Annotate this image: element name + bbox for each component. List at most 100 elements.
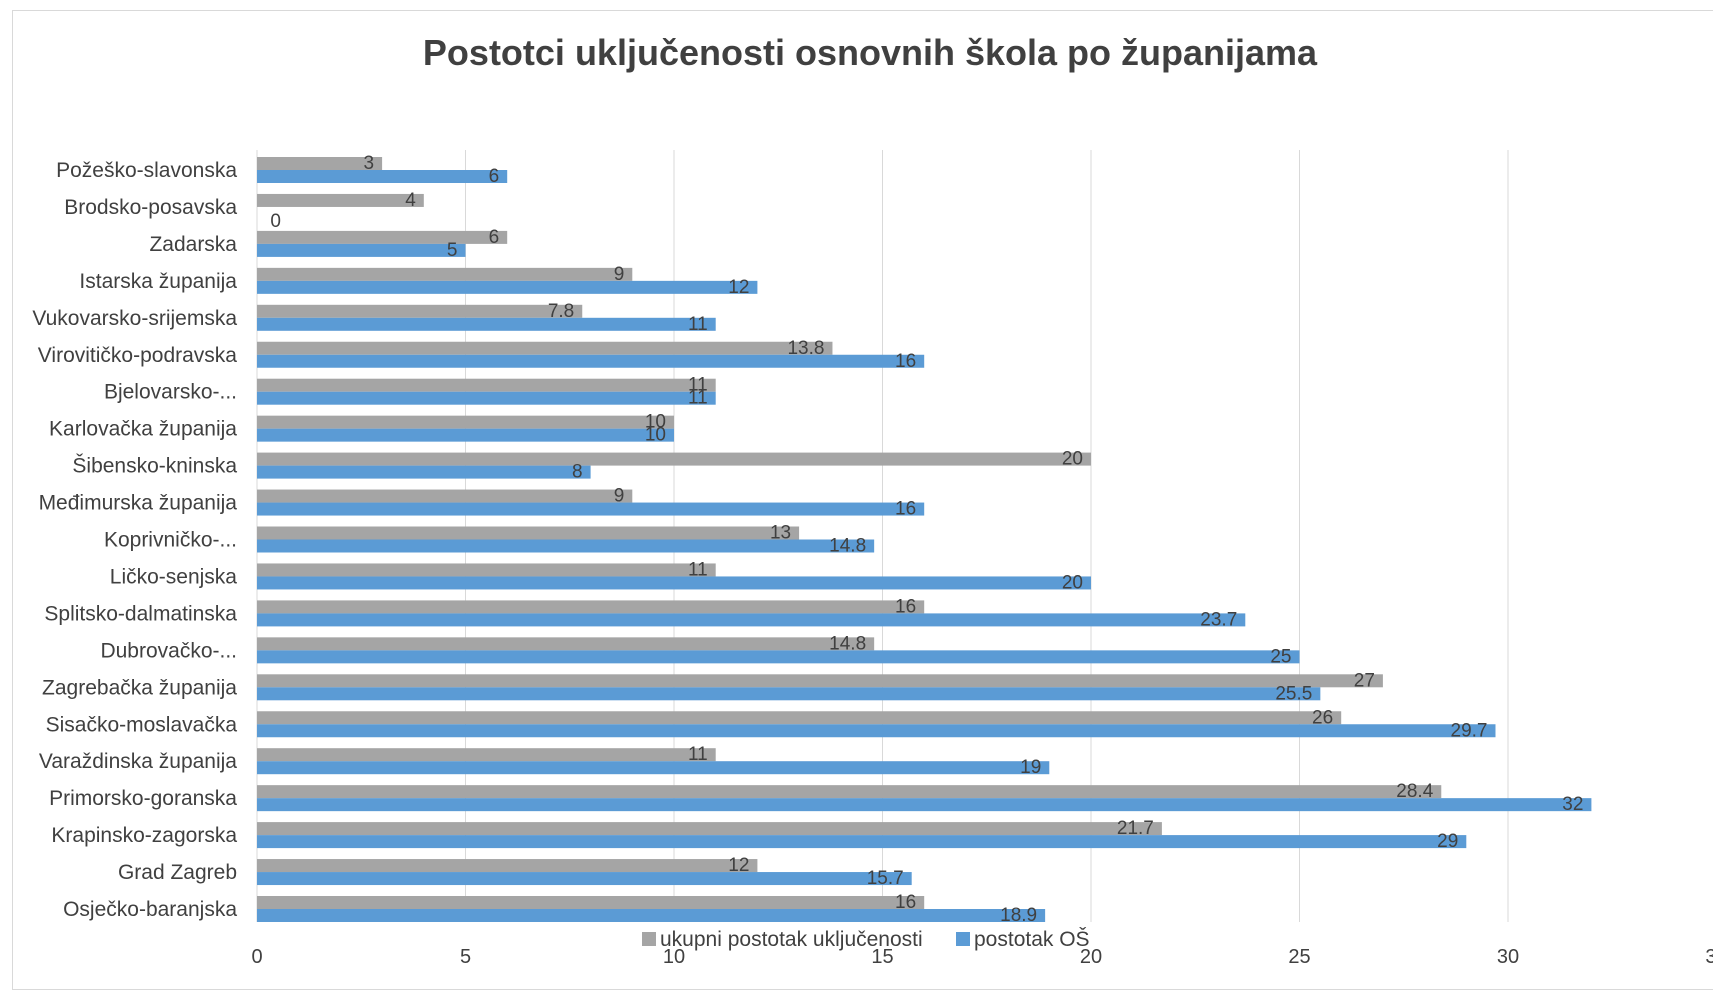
category-label: Grad Zagreb xyxy=(118,861,237,884)
category-label: Bjelovarsko-... xyxy=(104,381,237,404)
data-label: 20 xyxy=(1062,572,1083,593)
bar-os xyxy=(257,280,758,294)
data-label: 29.7 xyxy=(1451,720,1488,741)
category-label: Vukovarsko-srijemska xyxy=(32,307,237,330)
bar-total xyxy=(257,193,424,207)
x-tick-label: 15 xyxy=(871,946,893,968)
x-tick-label: 25 xyxy=(1288,946,1310,968)
category-label: Požeško-slavonska xyxy=(56,159,237,182)
x-tick-label: 30 xyxy=(1497,946,1519,968)
data-label: 16 xyxy=(895,596,916,617)
bar-total xyxy=(257,415,674,429)
bar-total xyxy=(257,452,1091,466)
category-label: Zadarska xyxy=(149,233,237,256)
data-label: 11 xyxy=(688,744,708,765)
data-label: 26 xyxy=(1312,707,1333,728)
category-label: Karlovačka županija xyxy=(49,418,237,441)
bar-total xyxy=(257,896,925,909)
data-label: 20 xyxy=(1062,449,1083,470)
data-label: 11 xyxy=(688,559,708,580)
bar-total xyxy=(257,563,716,577)
legend-swatch xyxy=(642,932,656,946)
bar-total xyxy=(257,748,716,762)
x-tick-label: 0 xyxy=(251,946,262,968)
data-label: 13.8 xyxy=(787,338,824,359)
legend-label: postotak OŠ xyxy=(974,928,1090,951)
bar-total xyxy=(257,157,383,170)
bar-os xyxy=(257,835,1467,849)
bar-total xyxy=(257,378,716,392)
data-label: 14.8 xyxy=(829,633,866,654)
bar-os xyxy=(257,170,508,183)
data-label: 16 xyxy=(895,892,916,913)
category-label: Koprivničko-... xyxy=(104,529,237,552)
bars xyxy=(257,157,1592,922)
bar-os xyxy=(257,613,1246,627)
bar-os xyxy=(257,243,466,257)
category-label: Splitsko-dalmatinska xyxy=(44,602,237,625)
data-label: 29 xyxy=(1437,831,1458,852)
category-label: Krapinsko-zagorska xyxy=(51,824,237,847)
bar-os xyxy=(257,798,1592,812)
bar-total xyxy=(257,489,633,503)
bar-os xyxy=(257,539,875,553)
bar-total xyxy=(257,711,1342,725)
data-label: 10 xyxy=(645,412,666,433)
data-label: 23.7 xyxy=(1200,609,1237,630)
bar-total xyxy=(257,674,1383,688)
bar-os xyxy=(257,428,674,442)
legend-swatch xyxy=(956,932,970,946)
data-label: 25 xyxy=(1270,646,1291,667)
bar-total xyxy=(257,859,758,873)
bar-total xyxy=(257,341,833,355)
data-label: 7.8 xyxy=(548,301,574,322)
data-label: 27 xyxy=(1354,670,1375,691)
bar-total xyxy=(257,267,633,281)
data-label: 28.4 xyxy=(1396,781,1433,802)
data-label: 5 xyxy=(447,240,458,261)
data-label: 16 xyxy=(895,499,916,520)
data-label: 12 xyxy=(728,855,749,876)
category-label: Međimurska županija xyxy=(39,492,238,515)
bar-total xyxy=(257,600,925,614)
bar-os xyxy=(257,502,925,516)
category-labels: Požeško-slavonska Brodsko-posavska Zadarsk… xyxy=(32,159,237,921)
data-label: 15.7 xyxy=(867,868,904,889)
data-label: 8 xyxy=(572,462,583,483)
x-tick-label: 10 xyxy=(663,946,685,968)
data-label: 11 xyxy=(688,375,708,396)
bar-total xyxy=(257,304,583,318)
data-label: 0 xyxy=(270,211,281,232)
category-label: Primorsko-goranska xyxy=(49,787,237,810)
bar-os xyxy=(257,909,1046,922)
category-label: Osječko-baranjska xyxy=(63,898,237,921)
data-labels: 3640659127.81113.816111110102089161314.8… xyxy=(270,153,1583,926)
data-label: 19 xyxy=(1020,757,1041,778)
data-label: 12 xyxy=(728,277,749,298)
bar-os xyxy=(257,761,1050,775)
category-label: Sisačko-moslavačka xyxy=(46,713,238,736)
data-label: 10 xyxy=(645,425,666,446)
category-label: Šibensko-kninska xyxy=(72,455,237,478)
bar-total xyxy=(257,785,1442,799)
bar-os xyxy=(257,650,1300,664)
data-label: 9 xyxy=(614,264,625,285)
x-tick-label: 5 xyxy=(460,946,471,968)
bar-os xyxy=(257,872,912,886)
category-label: Ličko-senjska xyxy=(110,565,238,588)
data-label: 9 xyxy=(614,486,625,507)
data-label: 18.9 xyxy=(1000,905,1037,926)
data-label: 16 xyxy=(895,351,916,372)
category-label: Dubrovačko-... xyxy=(100,639,237,662)
bar-total xyxy=(257,822,1162,836)
legend-label: ukupni postotak uključenosti xyxy=(660,928,923,951)
data-label: 4 xyxy=(405,190,416,211)
bar-os xyxy=(257,576,1091,590)
category-label: Varaždinska županija xyxy=(39,750,237,773)
data-label: 11 xyxy=(688,388,708,409)
legend: ukupni postotak uključenosti postotak OŠ xyxy=(642,928,1090,951)
data-label: 11 xyxy=(688,314,708,335)
tick-labels: 0 5 10 15 20 25 30 35 xyxy=(251,946,1713,968)
bar-total xyxy=(257,526,800,540)
